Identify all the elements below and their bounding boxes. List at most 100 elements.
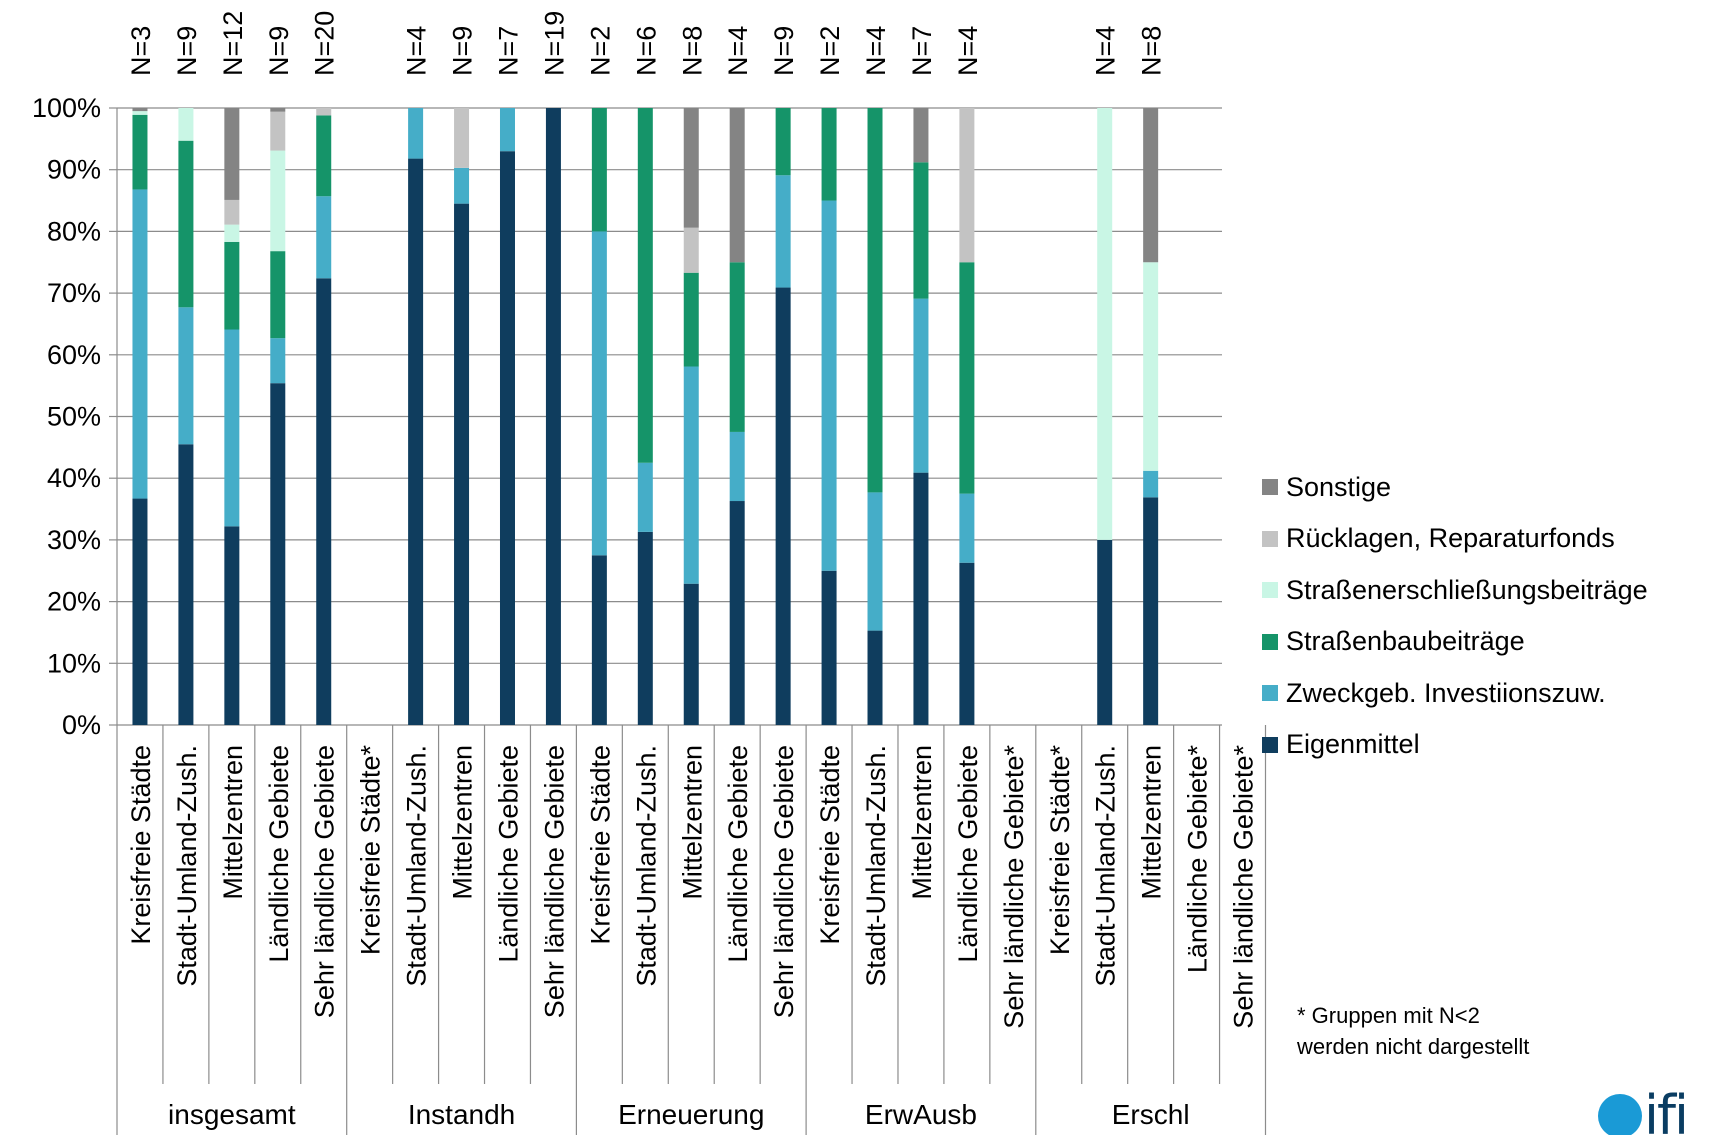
bar-segment <box>270 383 286 725</box>
category-label: Sehr ländliche Gebiete <box>539 745 569 1018</box>
bar-segment <box>499 108 515 152</box>
logo-dot-icon <box>1598 1094 1642 1135</box>
n-label: N=9 <box>448 26 478 76</box>
category-label: Stadt-Umland-Zush. <box>631 745 661 987</box>
logo: ifi <box>1598 1090 1731 1135</box>
bar-segment <box>408 158 424 725</box>
bar-segment <box>637 531 653 725</box>
bar-segment <box>913 472 929 725</box>
legend-item: Zweckgeb. Investiionszuw. <box>1262 676 1648 710</box>
bar-segment <box>591 231 607 556</box>
bar-segment <box>867 492 883 631</box>
footnote: * Gruppen mit N<2 werden nicht dargestel… <box>1297 1003 1530 1059</box>
legend-swatch <box>1262 530 1278 547</box>
bar-segment <box>959 493 975 563</box>
bar-segment <box>132 111 148 115</box>
n-label: N=4 <box>723 26 753 76</box>
category-label: Ländliche Gebiete <box>493 745 523 963</box>
bar-segment <box>729 108 745 263</box>
bar-segment <box>178 444 194 725</box>
bar-segment <box>1143 108 1159 263</box>
bar-segment <box>913 108 929 163</box>
bar-segment <box>729 262 745 432</box>
category-label: Ländliche Gebiete <box>953 745 983 963</box>
bar-segment <box>821 570 837 725</box>
n-label: N=2 <box>585 26 615 76</box>
bar-segment <box>591 555 607 725</box>
bar-segment <box>1097 539 1113 725</box>
n-label: N=8 <box>1137 26 1167 76</box>
n-label: N=9 <box>172 26 202 76</box>
legend-item: Eigenmittel <box>1262 728 1648 762</box>
bar-segment <box>316 278 332 725</box>
bar-segment <box>270 338 286 384</box>
legend-item: Rücklagen, Reparaturfonds <box>1262 522 1648 556</box>
category-label: Mittelzentren <box>907 745 937 900</box>
y-tick-label: 0% <box>62 710 101 740</box>
category-label: Mittelzentren <box>1137 745 1167 900</box>
bar-segment <box>913 162 929 299</box>
bar-segment <box>270 150 286 252</box>
n-label: N=12 <box>218 11 248 76</box>
y-tick-label: 20% <box>47 587 101 617</box>
bar-segment <box>683 366 699 584</box>
category-label: Ländliche Gebiete* <box>1183 745 1213 974</box>
bar-segment <box>132 114 148 190</box>
bar-segment <box>270 111 286 151</box>
category-label: Sehr ländliche Gebiete <box>769 745 799 1018</box>
category-label: Mittelzentren <box>448 745 478 900</box>
n-label: N=4 <box>861 26 891 76</box>
legend-label: Sonstige <box>1286 471 1392 502</box>
n-label: N=20 <box>310 11 340 76</box>
legend-label: Eigenmittel <box>1286 729 1420 759</box>
n-label: N=7 <box>907 26 937 76</box>
bar-segment <box>637 108 653 463</box>
bar-segment <box>775 108 791 176</box>
bar-segment <box>1143 262 1159 471</box>
legend-swatch <box>1262 685 1278 701</box>
bar-segment <box>224 526 240 725</box>
bar-segment <box>729 501 745 725</box>
category-label: Mittelzentren <box>218 745 248 900</box>
y-tick-label: 30% <box>47 525 101 555</box>
n-label: N=6 <box>631 26 661 76</box>
bar-segment <box>1097 108 1113 540</box>
bar-segment <box>1143 497 1159 725</box>
y-tick-label: 80% <box>47 216 101 246</box>
category-label: Sehr ländliche Gebiete <box>310 745 340 1018</box>
bar-segment <box>316 196 332 279</box>
bar-segment <box>132 189 148 499</box>
group-label: Erschl <box>1112 1099 1190 1130</box>
bar-segment <box>178 108 194 141</box>
bar-segment <box>178 140 194 308</box>
legend-label: Rücklagen, Reparaturfonds <box>1286 523 1615 553</box>
category-label: Mittelzentren <box>677 745 707 900</box>
legend-swatch <box>1262 736 1278 753</box>
legend-label: Zweckgeb. Investiionszuw. <box>1286 677 1606 708</box>
logo-text: ifi <box>1644 1090 1689 1135</box>
bar-segment <box>132 108 148 112</box>
category-label: Ländliche Gebiete <box>264 745 294 963</box>
legend-swatch <box>1262 582 1278 598</box>
y-tick-label: 40% <box>47 463 101 493</box>
category-label: Ländliche Gebiete <box>723 745 753 963</box>
category-label: Kreisfreie Städte* <box>1045 745 1075 956</box>
group-label: Instandh <box>408 1099 515 1130</box>
y-tick-label: 100% <box>32 93 101 123</box>
bar-segment <box>591 108 607 232</box>
n-label: N=4 <box>1091 26 1121 76</box>
bar-segment <box>270 108 286 112</box>
bar-segment <box>683 272 699 367</box>
bar-segment <box>1143 470 1159 498</box>
bar-segment <box>178 307 194 445</box>
n-label: N=4 <box>953 26 983 76</box>
bar-segment <box>224 329 240 527</box>
bar-segment <box>316 115 332 197</box>
legend-item: Straßenbaubeiträge <box>1262 625 1648 659</box>
group-label: Erneuerung <box>618 1099 764 1130</box>
group-label: ErwAusb <box>865 1099 977 1130</box>
n-label: N=19 <box>539 11 569 76</box>
category-label: Stadt-Umland-Zush. <box>861 745 891 987</box>
bar-segment <box>454 108 470 168</box>
